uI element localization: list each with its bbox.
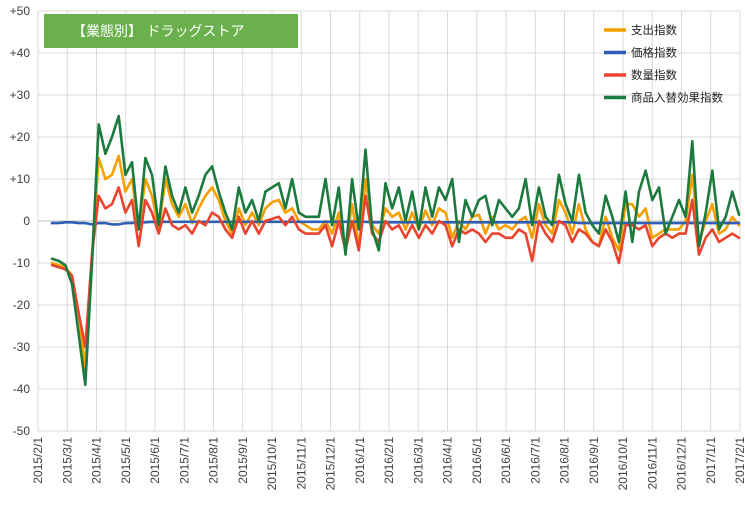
x-tick-label: 2015/5/1: [119, 437, 133, 484]
series-line-3: [50, 114, 741, 387]
y-tick-label: +50: [10, 4, 31, 18]
x-tick-label: 2016/11/1: [645, 437, 659, 490]
chart-title-background: [44, 14, 298, 48]
y-tick-label: -30: [13, 340, 31, 354]
legend-label: 価格指数: [631, 46, 677, 60]
y-tick-label: 0: [23, 214, 30, 228]
x-tick-label: 2016/12/1: [675, 437, 689, 491]
y-tick-label: -10: [13, 256, 31, 270]
x-tick-label: 2016/6/1: [499, 437, 513, 484]
x-tick-label: 2015/12/1: [324, 437, 338, 491]
x-tick-label: 2016/10/1: [616, 437, 630, 491]
y-tick-label: +20: [10, 130, 31, 144]
series-line-1: [50, 220, 741, 226]
chart-title: 【業態別】 ドラッグストア: [72, 24, 244, 40]
series-layer: [50, 114, 741, 387]
chart-title-box: 【業態別】 ドラッグストア: [44, 14, 298, 48]
x-tick-label: 2015/10/1: [265, 437, 279, 491]
x-tick-label: 2015/4/1: [90, 437, 104, 484]
x-tick-label: 2015/11/1: [294, 437, 308, 490]
x-tick-label: 2015/8/1: [207, 437, 221, 484]
legend-label: 数量指数: [631, 68, 677, 82]
legend-label: 支出指数: [631, 23, 677, 37]
x-tick-label: 2015/7/1: [177, 437, 191, 484]
x-tick-label: 2016/2/1: [382, 437, 396, 484]
x-tick-label: 2016/8/1: [558, 437, 572, 484]
y-tick-label: +30: [10, 88, 31, 102]
x-tick-label: 2016/4/1: [441, 437, 455, 484]
y-tick-label: -50: [13, 424, 31, 438]
y-axis-ticks: +50 +40 +30 +20 +10 0 -10 -20 -30 -40 -50: [10, 4, 31, 438]
x-axis-ticks: 2015/2/1 2015/3/1 2015/4/1 2015/5/1 2015/6/1…: [31, 437, 745, 491]
x-tick-label: 2015/3/1: [60, 437, 74, 484]
x-tick-label: 2017/2/1: [733, 437, 745, 484]
x-tick-label: 2015/2/1: [31, 437, 45, 484]
series-line-0: [50, 154, 741, 370]
x-tick-label: 2016/1/1: [353, 437, 367, 484]
x-tick-label: 2016/7/1: [528, 437, 542, 484]
x-tick-label: 2015/9/1: [236, 437, 250, 484]
series-line-2: [50, 186, 741, 349]
x-tick-label: 2016/3/1: [411, 437, 425, 484]
x-tick-label: 2017/1/1: [704, 437, 718, 484]
y-tick-label: +10: [10, 172, 31, 186]
x-tick-label: 2016/9/1: [587, 437, 601, 484]
y-tick-label: +40: [10, 46, 31, 60]
x-tick-label: 2015/6/1: [148, 437, 162, 484]
legend-label: 商品入替効果指数: [631, 91, 723, 105]
y-tick-label: -40: [13, 382, 31, 396]
y-tick-label: -20: [13, 298, 31, 312]
x-tick-label: 2016/5/1: [470, 437, 484, 484]
